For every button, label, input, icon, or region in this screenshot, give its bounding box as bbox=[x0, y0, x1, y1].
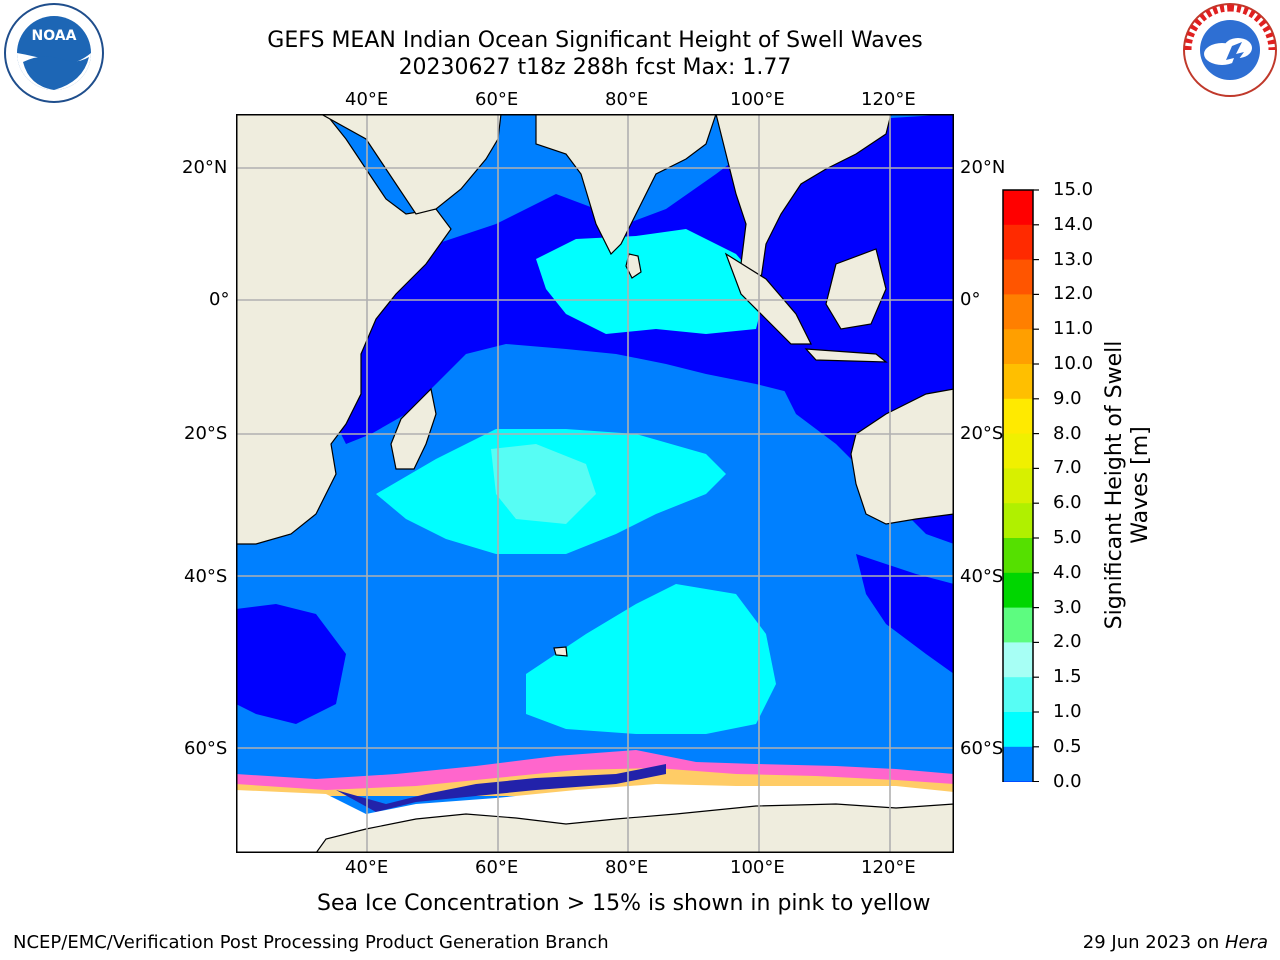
colorbar-tick-label: 14.0 bbox=[1053, 213, 1094, 235]
nws-logo bbox=[1182, 2, 1278, 102]
lon-label-bottom-40e: 40°E bbox=[345, 857, 389, 878]
swell-low-se bbox=[856, 554, 954, 674]
colorbar-tick-label: 1.5 bbox=[1053, 666, 1082, 688]
colorbar-tick-label: 5.0 bbox=[1053, 527, 1082, 548]
colorbar-tick-label: 1.0 bbox=[1053, 701, 1082, 722]
colorbar-tick-label: 0.0 bbox=[1053, 770, 1082, 792]
swell-patch-mid-core bbox=[491, 444, 596, 524]
colorbar-title: Significant Height of Swell Waves [m] bbox=[1102, 340, 1153, 630]
colorbar-segment bbox=[1003, 329, 1033, 365]
lon-label-top-40e: 40°E bbox=[345, 89, 389, 110]
land-kerguelen bbox=[553, 646, 568, 657]
footer-date-text: 29 Jun 2023 on bbox=[1082, 932, 1225, 953]
colorbar-tick-label: 8.0 bbox=[1053, 422, 1082, 444]
colorbar-segment bbox=[1003, 364, 1033, 400]
lat-label-left-20s: 20°S bbox=[184, 423, 228, 444]
colorbar-segment bbox=[1003, 572, 1033, 609]
sea-ice-dark bbox=[336, 764, 666, 812]
footer-host: Hera bbox=[1224, 932, 1268, 953]
swell-patch-south bbox=[526, 584, 776, 734]
colorbar-segment bbox=[1003, 712, 1033, 748]
land-java bbox=[804, 348, 888, 363]
lat-label-left-60s: 60°S bbox=[184, 738, 228, 759]
footer-date: 29 Jun 2023 on Hera bbox=[1083, 932, 1268, 953]
lat-label-right-0: 0° bbox=[960, 289, 981, 310]
colorbar-tick-label: 15.0 bbox=[1053, 179, 1094, 200]
land-madagascar bbox=[390, 387, 437, 470]
map-panel bbox=[236, 114, 954, 853]
footer-credit: NCEP/EMC/Verification Post Processing Pr… bbox=[13, 932, 609, 953]
colorbar-segment bbox=[1003, 224, 1033, 261]
sea-ice-note: Sea Ice Concentration > 15% is shown in … bbox=[317, 891, 931, 916]
colorbar-segment bbox=[1003, 538, 1033, 574]
swell-patch-equator bbox=[536, 229, 766, 334]
land-arabia bbox=[319, 114, 502, 215]
colorbar-segment bbox=[1003, 398, 1033, 435]
land-sumatra bbox=[724, 252, 812, 345]
lat-label-right-60s: 60°S bbox=[960, 738, 1004, 759]
map-border bbox=[236, 114, 954, 853]
noaa-logo: NOAA bbox=[3, 2, 105, 108]
colorbar-segment bbox=[1003, 607, 1033, 643]
lon-label-top-60e: 60°E bbox=[475, 89, 519, 110]
chart-title: GEFS MEAN Indian Ocean Significant Heigh… bbox=[267, 28, 923, 53]
colorbar-tick-label: 12.0 bbox=[1053, 283, 1094, 305]
colorbar-segment bbox=[1003, 642, 1033, 678]
lon-label-top-120e: 120°E bbox=[861, 89, 916, 110]
lon-label-top-100e: 100°E bbox=[730, 89, 785, 110]
colorbar-tick-label: 6.0 bbox=[1053, 492, 1082, 514]
colorbar-segment bbox=[1003, 294, 1033, 330]
land-australia bbox=[850, 388, 954, 525]
lon-label-bottom-100e: 100°E bbox=[730, 857, 785, 878]
chart-subtitle: 20230627 t18z 288h fcst Max: 1.77 bbox=[398, 55, 792, 80]
lat-label-right-40s: 40°S bbox=[960, 566, 1004, 587]
colorbar-tick-label: 10.0 bbox=[1053, 353, 1094, 374]
colorbar-segment bbox=[1003, 190, 1033, 226]
land-antarctica bbox=[315, 803, 954, 853]
swell-low-sw bbox=[236, 604, 346, 724]
colorbar-segment bbox=[1003, 503, 1033, 539]
colorbar-tick-label: 0.5 bbox=[1053, 735, 1082, 757]
noaa-logo-text: NOAA bbox=[32, 28, 77, 44]
colorbar-segment bbox=[1003, 468, 1033, 504]
colorbar bbox=[1002, 189, 1039, 782]
colorbar-segment bbox=[1003, 259, 1033, 295]
lat-label-left-0: 0° bbox=[209, 289, 230, 310]
colorbar-tick-label: 11.0 bbox=[1053, 318, 1094, 340]
lon-label-bottom-60e: 60°E bbox=[475, 857, 519, 878]
colorbar-segment bbox=[1003, 677, 1033, 713]
colorbar-tick-label: 13.0 bbox=[1053, 248, 1094, 270]
colorbar-tick-label: 9.0 bbox=[1053, 387, 1082, 409]
lat-label-right-20s: 20°S bbox=[960, 423, 1004, 444]
lon-label-bottom-80e: 80°E bbox=[605, 857, 649, 878]
colorbar-tick-label: 2.0 bbox=[1053, 631, 1082, 653]
land-india bbox=[535, 114, 717, 256]
lat-label-left-40s: 40°S bbox=[184, 566, 228, 587]
lon-label-top-80e: 80°E bbox=[605, 89, 649, 110]
lat-label-left-20n: 20°N bbox=[182, 157, 228, 178]
land-borneo bbox=[825, 248, 887, 330]
graticule bbox=[236, 114, 954, 853]
land-africa bbox=[236, 114, 452, 545]
landmasses bbox=[236, 114, 954, 853]
colorbar-tick-label: 4.0 bbox=[1053, 561, 1082, 583]
lat-label-right-20n: 20°N bbox=[960, 157, 1006, 178]
colorbar-tick-label: 7.0 bbox=[1053, 457, 1082, 479]
colorbar-tick-label: 3.0 bbox=[1053, 596, 1082, 618]
colorbar-segment bbox=[1003, 433, 1033, 469]
colorbar-segment bbox=[1003, 746, 1033, 782]
land-srilanka bbox=[625, 253, 642, 279]
lon-label-bottom-120e: 120°E bbox=[861, 857, 916, 878]
